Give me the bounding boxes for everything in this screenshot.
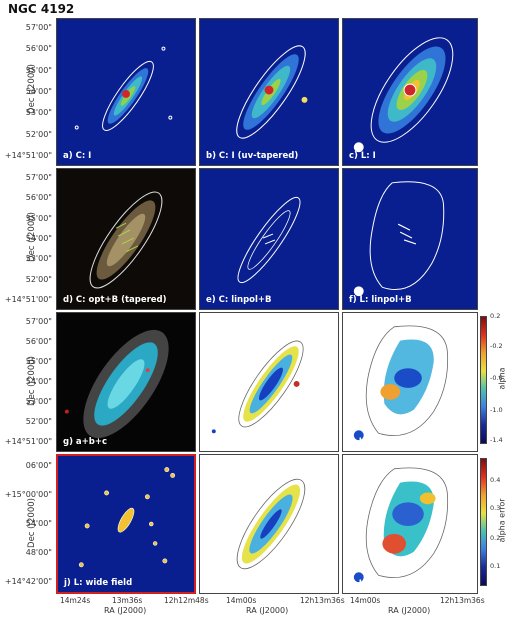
y-tick: 06'00" [25,461,52,470]
panel-label: h) C: spindex [206,437,269,447]
y-tick: 56'00" [25,193,52,203]
panel-label: g) a+b+c [63,437,108,447]
panel-b: b) C: I (uv-tapered) [199,18,339,166]
y-tick: 55'00" [25,65,52,75]
x-tick: 13m36s [112,596,143,605]
y-tick: 53'00" [25,108,52,118]
panel-h: h) C: spindex [199,312,339,452]
y-tick: 54'00" [25,87,52,96]
panel-label: d) C: opt+B (tapered) [63,295,167,305]
panel-g: g) a+b+c [56,312,196,452]
y-tick: 54'00" [25,234,52,243]
panel-d: d) C: opt+B (tapered) [56,168,196,310]
figure-title: NGC 4192 [8,2,75,16]
y-tick: +14°51'00" [4,437,52,446]
panel-e: e) C: linpol+B [199,168,339,310]
panel-label: i) L: spindex [349,437,408,447]
x-tick: 14m00s [350,596,381,605]
y-tick: 55'00" [25,213,52,223]
colorbar-tick: -1.0 [490,406,503,414]
colorbar-tick: 0.3 [490,504,501,512]
panel-label: k) C: spind. error [206,579,288,589]
colorbar-label: alpha error [497,498,507,543]
panel-label: l) L: spind. error [349,579,428,589]
y-tick: 52'00" [25,417,52,426]
y-tick: +15°00'00" [4,490,52,499]
colorbar-tick: 0.2 [490,534,501,542]
panel-j: j) L: wide field [56,454,196,594]
panel-label: j) L: wide field [64,578,133,588]
colorbar-label: alpha [497,367,507,390]
x-axis-label: RA (J2000) [388,606,431,615]
panel-label: f) L: linpol+B [349,295,412,305]
x-axis-label: RA (J2000) [246,606,289,615]
panel-c: c) L: I [342,18,478,166]
x-tick: 12h13m36s [440,596,485,605]
colorbar-tick: -0.6 [490,374,503,382]
colorbar-spindex [480,316,487,444]
x-tick: 14m00s [226,596,257,605]
panel-k: k) C: spind. error [199,454,339,594]
y-tick: 53'00" [25,254,52,264]
y-tick: 55'00" [25,357,52,366]
colorbar-tick: 0.2 [490,312,501,320]
y-tick: 48'00" [25,548,52,557]
y-tick: +14°51'00" [4,151,52,160]
panel-label: a) C: I [63,151,92,161]
y-tick: 57'00" [25,317,52,326]
y-tick: 56'00" [25,44,52,54]
colorbar-error [480,458,487,586]
y-tick: 53'00" [25,397,52,406]
x-axis-label: RA (J2000) [104,606,147,615]
panel-l: l) L: spind. error [342,454,478,594]
colorbar-tick: -1.4 [490,436,503,444]
y-tick: 54'00" [25,377,52,386]
y-tick: 57'00" [25,173,52,182]
panel-f: f) L: linpol+B [342,168,478,310]
y-tick: 57'00" [25,23,52,32]
panel-label: e) C: linpol+B [206,295,272,305]
y-tick: +14°42'00" [4,577,52,586]
panel-a: a) C: I [56,18,196,166]
y-tick: 56'00" [25,337,52,346]
colorbar-tick: 0.4 [490,476,501,484]
y-tick: 54'00" [25,519,52,528]
x-tick: 14m24s [60,596,91,605]
x-tick: 12h12m48s [164,596,209,605]
panel-label: c) L: I [349,151,376,161]
colorbar-tick: 0.1 [490,562,501,570]
y-tick: +14°51'00" [4,295,52,304]
x-tick: 12h13m36s [300,596,345,605]
panel-i: i) L: spindex [342,312,478,452]
colorbar-tick: -0.2 [490,342,503,350]
panel-label: b) C: I (uv-tapered) [206,151,299,161]
y-tick: 52'00" [25,129,52,139]
y-tick: 52'00" [25,274,52,284]
